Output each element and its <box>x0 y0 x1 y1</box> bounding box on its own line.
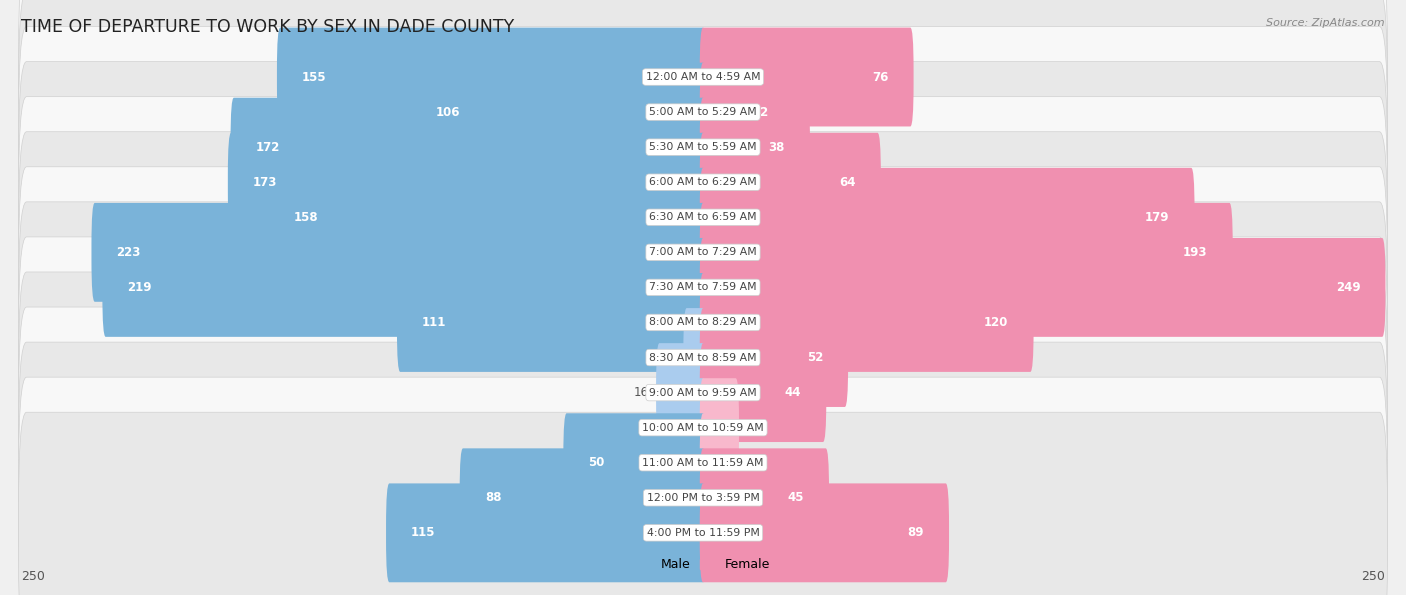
Text: 10:00 AM to 10:59 AM: 10:00 AM to 10:59 AM <box>643 422 763 433</box>
FancyBboxPatch shape <box>396 273 706 372</box>
Text: 4:00 PM to 11:59 PM: 4:00 PM to 11:59 PM <box>647 528 759 538</box>
FancyBboxPatch shape <box>231 98 706 196</box>
FancyBboxPatch shape <box>18 237 1388 478</box>
FancyBboxPatch shape <box>700 414 714 512</box>
FancyBboxPatch shape <box>564 414 706 512</box>
Text: 64: 64 <box>839 176 856 189</box>
FancyBboxPatch shape <box>700 343 827 442</box>
FancyBboxPatch shape <box>700 62 793 161</box>
Text: 219: 219 <box>128 281 152 294</box>
Text: 193: 193 <box>1182 246 1208 259</box>
FancyBboxPatch shape <box>18 342 1388 583</box>
FancyBboxPatch shape <box>700 27 914 127</box>
FancyBboxPatch shape <box>700 378 740 477</box>
FancyBboxPatch shape <box>387 483 706 583</box>
Text: 250: 250 <box>1361 569 1385 583</box>
Text: 8:30 AM to 8:59 AM: 8:30 AM to 8:59 AM <box>650 352 756 362</box>
Text: 11:00 AM to 11:59 AM: 11:00 AM to 11:59 AM <box>643 458 763 468</box>
FancyBboxPatch shape <box>18 62 1388 303</box>
Text: 173: 173 <box>253 176 277 189</box>
FancyBboxPatch shape <box>18 27 1388 268</box>
Text: 249: 249 <box>1336 281 1361 294</box>
Text: 52: 52 <box>807 351 823 364</box>
FancyBboxPatch shape <box>700 449 830 547</box>
Text: TIME OF DEPARTURE TO WORK BY SEX IN DADE COUNTY: TIME OF DEPARTURE TO WORK BY SEX IN DADE… <box>21 18 515 36</box>
Text: 5:00 AM to 5:29 AM: 5:00 AM to 5:29 AM <box>650 107 756 117</box>
FancyBboxPatch shape <box>683 308 706 407</box>
FancyBboxPatch shape <box>700 98 810 196</box>
Text: 155: 155 <box>302 71 326 83</box>
Text: 6:00 AM to 6:29 AM: 6:00 AM to 6:29 AM <box>650 177 756 187</box>
FancyBboxPatch shape <box>18 412 1388 595</box>
Text: 120: 120 <box>984 316 1008 329</box>
FancyBboxPatch shape <box>18 167 1388 408</box>
FancyBboxPatch shape <box>228 133 706 231</box>
FancyBboxPatch shape <box>700 133 880 231</box>
Text: 38: 38 <box>769 140 785 154</box>
Text: 172: 172 <box>256 140 280 154</box>
Text: 50: 50 <box>589 456 605 469</box>
FancyBboxPatch shape <box>700 483 949 583</box>
Text: 89: 89 <box>907 527 924 539</box>
Text: 111: 111 <box>422 316 447 329</box>
FancyBboxPatch shape <box>700 308 848 407</box>
FancyBboxPatch shape <box>681 378 706 477</box>
Text: 179: 179 <box>1144 211 1170 224</box>
FancyBboxPatch shape <box>103 238 706 337</box>
FancyBboxPatch shape <box>277 27 706 127</box>
Text: 223: 223 <box>117 246 141 259</box>
Text: 7:00 AM to 7:29 AM: 7:00 AM to 7:29 AM <box>650 248 756 258</box>
Text: 6:30 AM to 6:59 AM: 6:30 AM to 6:59 AM <box>650 212 756 223</box>
FancyBboxPatch shape <box>18 0 1388 198</box>
Text: 76: 76 <box>872 71 889 83</box>
FancyBboxPatch shape <box>18 96 1388 338</box>
Text: 12: 12 <box>747 421 762 434</box>
Text: 16: 16 <box>634 386 648 399</box>
Text: 44: 44 <box>785 386 801 399</box>
FancyBboxPatch shape <box>18 131 1388 373</box>
Text: 45: 45 <box>787 491 804 505</box>
FancyBboxPatch shape <box>460 449 706 547</box>
Text: 7: 7 <box>665 421 673 434</box>
FancyBboxPatch shape <box>18 377 1388 595</box>
FancyBboxPatch shape <box>18 202 1388 443</box>
FancyBboxPatch shape <box>700 238 1385 337</box>
Text: 106: 106 <box>436 105 460 118</box>
Text: 115: 115 <box>411 527 436 539</box>
FancyBboxPatch shape <box>18 0 1388 233</box>
Text: 250: 250 <box>21 569 45 583</box>
Text: 32: 32 <box>752 105 769 118</box>
Text: 8:00 AM to 8:29 AM: 8:00 AM to 8:29 AM <box>650 318 756 327</box>
Legend: Male, Female: Male, Female <box>630 553 776 576</box>
Text: Source: ZipAtlas.com: Source: ZipAtlas.com <box>1267 18 1385 28</box>
Text: 158: 158 <box>294 211 319 224</box>
FancyBboxPatch shape <box>18 272 1388 513</box>
Text: 6: 6 <box>668 351 676 364</box>
FancyBboxPatch shape <box>269 168 706 267</box>
FancyBboxPatch shape <box>18 307 1388 548</box>
Text: 12:00 AM to 4:59 AM: 12:00 AM to 4:59 AM <box>645 72 761 82</box>
FancyBboxPatch shape <box>411 62 706 161</box>
FancyBboxPatch shape <box>700 273 1033 372</box>
FancyBboxPatch shape <box>657 343 706 442</box>
Text: 3: 3 <box>723 456 730 469</box>
Text: 5:30 AM to 5:59 AM: 5:30 AM to 5:59 AM <box>650 142 756 152</box>
Text: 88: 88 <box>485 491 502 505</box>
FancyBboxPatch shape <box>700 203 1233 302</box>
FancyBboxPatch shape <box>91 203 706 302</box>
FancyBboxPatch shape <box>700 168 1195 267</box>
Text: 7:30 AM to 7:59 AM: 7:30 AM to 7:59 AM <box>650 283 756 292</box>
Text: 12:00 PM to 3:59 PM: 12:00 PM to 3:59 PM <box>647 493 759 503</box>
Text: 9:00 AM to 9:59 AM: 9:00 AM to 9:59 AM <box>650 387 756 397</box>
